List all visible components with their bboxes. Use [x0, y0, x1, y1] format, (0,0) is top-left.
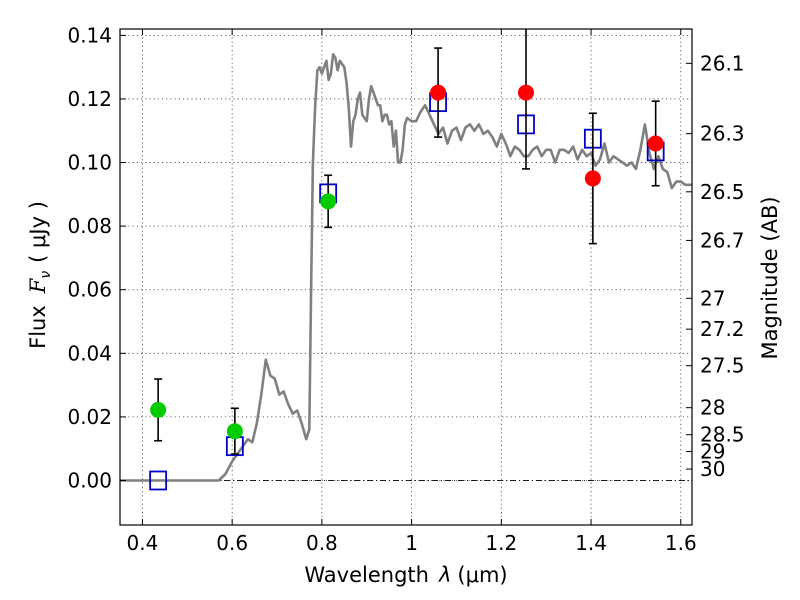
y-tick-label: 0.08: [67, 214, 112, 238]
x-tick-label: 0.6: [216, 531, 248, 555]
x-axis-title-unit: (μm): [457, 563, 507, 587]
x-tick-label: 1.4: [575, 531, 607, 555]
y-axis-title-symbol: F: [26, 277, 50, 294]
y-tick-label: 0.14: [67, 23, 112, 47]
mag-tick-label: 26.7: [700, 228, 745, 252]
mag-tick-label: 28: [700, 396, 725, 420]
x-axis-title-prefix: Wavelength: [304, 563, 429, 587]
mag-tick-label: 26.5: [700, 180, 745, 204]
y-axis-title-prefix: Flux: [26, 305, 50, 349]
x-tick-label: 1.6: [665, 531, 697, 555]
y-tick-label: 0.10: [67, 151, 112, 175]
y-tick-label: 0.02: [67, 405, 112, 429]
x-axis-title-symbol: λ: [438, 563, 451, 587]
y-tick-label: 0.06: [67, 278, 112, 302]
observed-point: [320, 193, 337, 210]
y-axis-title: Flux Fν ( μJy ): [26, 201, 54, 349]
y-axis-title-subscript: ν: [38, 271, 54, 279]
x-axis-title: Wavelength λ (μm): [304, 563, 507, 587]
mag-tick-label: 27.2: [700, 317, 745, 341]
mag-tick-label: 27: [700, 286, 725, 310]
plot-frame: [119, 28, 693, 526]
x-tick-label: 0.4: [127, 531, 159, 555]
observed-point: [518, 84, 535, 101]
model-square: [149, 470, 168, 491]
x-tick-label: 1.2: [485, 531, 517, 555]
mag-tick-label: 27.5: [700, 354, 745, 378]
observed-point: [584, 170, 601, 187]
x-tick-label: 0.8: [306, 531, 338, 555]
spectrum-line: [120, 53, 692, 482]
observed-point: [226, 423, 243, 440]
y-tick-label: 0.00: [67, 468, 112, 492]
observed-point: [430, 84, 447, 101]
y-tick-label: 0.12: [67, 87, 112, 111]
y2-axis-title: Magnitude (AB): [758, 196, 782, 359]
mag-tick-label: 28.5: [700, 423, 745, 447]
mag-tick-label: 26.3: [700, 122, 745, 146]
mag-tick-label: 29: [700, 440, 725, 464]
axis-ticks: 0.4 0.6 0.8 1 1.2 1.4 1.6 0.00 0.02 0.04 0.06 0.08 0…: [67, 23, 744, 555]
mag-tick-label: 26.1: [700, 51, 745, 75]
y-axis-title-unit: ( μJy ): [26, 201, 50, 263]
y-tick-label: 0.04: [67, 341, 112, 365]
observed-point: [150, 401, 167, 418]
mag-tick-label: 30: [700, 457, 725, 481]
x-tick-label: 1: [405, 531, 418, 555]
observed-point: [647, 135, 664, 152]
plot-area: [120, 29, 692, 491]
